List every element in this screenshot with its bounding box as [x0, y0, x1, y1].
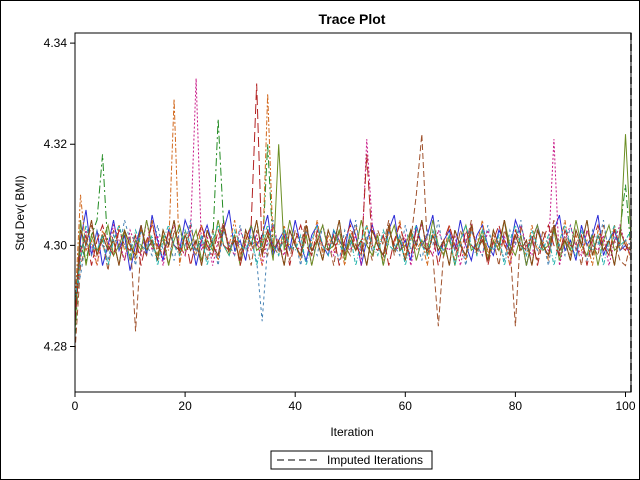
chart-title: Trace Plot [319, 11, 386, 27]
x-tick-label: 80 [509, 399, 523, 413]
x-tick-label: 40 [289, 399, 303, 413]
series-line-4 [74, 78, 632, 317]
y-axis: 4.28 4.30 4.32 4.34 [44, 36, 75, 353]
x-axis-label: Iteration [330, 425, 373, 439]
x-axis: 0 20 40 60 80 100 [72, 392, 636, 413]
series-line-1 [74, 209, 632, 327]
y-tick-label: 4.30 [44, 238, 68, 252]
legend-label: Imputed Iterations [327, 453, 423, 467]
x-tick-label: 0 [72, 399, 79, 413]
legend-box [270, 450, 433, 470]
series-line-7 [74, 134, 632, 332]
series-line-8 [74, 83, 632, 322]
y-tick-label: 4.28 [44, 339, 68, 353]
x-tick-label: 20 [178, 399, 192, 413]
series-group [74, 78, 632, 352]
legend: Imputed Iterations [270, 450, 433, 470]
x-tick-label: 60 [399, 399, 413, 413]
y-tick-label: 4.34 [44, 36, 68, 50]
y-tick-label: 4.32 [44, 137, 68, 151]
series-line-9 [74, 219, 632, 312]
series-line-10 [74, 223, 632, 302]
plot-area [74, 32, 632, 393]
y-axis-label: Std Dev( BMI) [13, 175, 27, 250]
series-line-5 [74, 93, 632, 307]
plot-border [74, 32, 632, 393]
x-tick-label: 100 [615, 399, 635, 413]
